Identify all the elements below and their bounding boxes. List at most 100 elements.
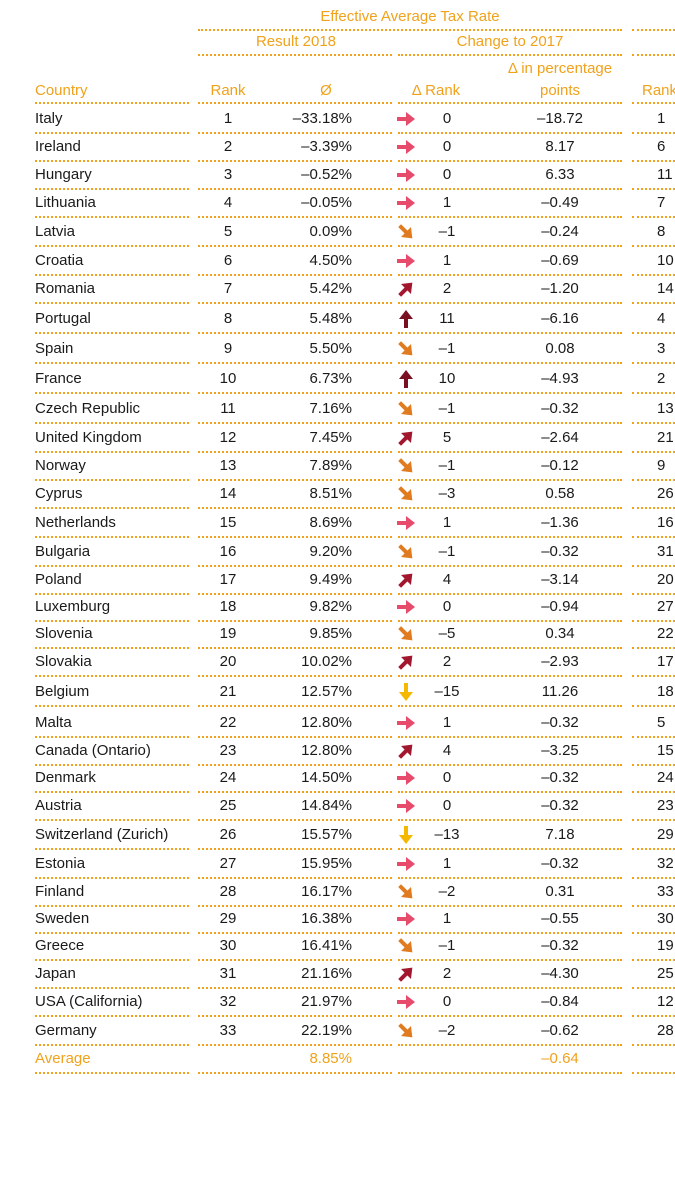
country-cell: Austria [35,797,82,814]
delta-pp-header-line1: Δ in percentage [507,60,613,77]
divider [35,536,189,538]
divider [35,1044,189,1046]
delta-rank-cell: 0 [442,769,452,786]
country-cell: Luxemburg [35,598,111,615]
country-cell: Slovenia [35,625,93,642]
divider [398,479,622,481]
country-cell: Denmark [35,769,96,786]
divider [35,905,189,907]
divider [632,877,675,879]
trend-right-arrow-icon [395,713,417,733]
divider [632,959,675,961]
delta-pp-cell: –2.64 [541,429,579,446]
rate-cell: 14.50% [301,769,352,786]
divider [398,1015,622,1017]
rank-next-cell: 14 [657,280,674,297]
rate-cell: 6.73% [309,370,352,387]
table-row: Croatia 6 4.50% 1 –0.69 10 [0,250,675,278]
rate-cell: 21.16% [301,965,352,982]
rank-cell: 3 [223,166,233,183]
rank-cell: 9 [223,340,233,357]
rank-next-cell: 31 [657,543,674,560]
divider [632,1015,675,1017]
divider [398,536,622,538]
divider [632,132,675,134]
divider [35,392,189,394]
country-cell: Germany [35,1022,97,1039]
divider [35,620,189,622]
divider [632,332,675,334]
table-row: Italy 1 –33.18% 0 –18.72 1 [0,108,675,136]
delta-rank-cell: 1 [442,714,452,731]
trend-down-right-arrow-icon [395,882,417,902]
table-row: Greece 30 16.41% –1 –0.32 19 [0,935,675,963]
rank-next-cell: 33 [657,883,674,900]
divider [35,362,189,364]
delta-pp-cell: –0.69 [541,252,579,269]
country-cell: Finland [35,883,85,900]
rank-next-cell: 5 [657,714,666,731]
divider [398,647,622,649]
delta-pp-cell: 7.18 [545,826,575,843]
delta-pp-cell: –0.62 [541,1022,579,1039]
delta-rank-cell: –1 [438,223,456,240]
delta-pp-cell: –0.49 [541,194,579,211]
delta-pp-cell: –0.94 [541,598,579,615]
divider [35,1015,189,1017]
rank-cell: 24 [219,769,237,786]
divider [35,877,189,879]
rank-cell: 21 [219,683,237,700]
divider [398,705,622,707]
divider [632,819,675,821]
rank-next-cell: 8 [657,223,666,240]
divider [198,332,392,334]
delta-rank-cell: 0 [442,110,452,127]
divider [35,565,189,567]
country-cell: Cyprus [35,485,83,502]
divider [198,736,392,738]
divider [632,507,675,509]
delta-pp-header-line2: points [539,82,581,99]
trend-up-arrow-icon [395,369,417,389]
rank-cell: 1 [223,110,233,127]
trend-down-right-arrow-icon [395,484,417,504]
delta-pp-cell: 0.31 [545,883,575,900]
country-cell: Belgium [35,683,90,700]
delta-pp-cell: 0.58 [545,485,575,502]
divider [35,791,189,793]
divider [35,959,189,961]
divider [632,451,675,453]
divider [398,932,622,934]
delta-pp-cell: –18.72 [537,110,583,127]
delta-rank-cell: 2 [442,280,452,297]
rate-cell: 8.51% [309,485,352,502]
divider [198,507,392,509]
table-title: Effective Average Tax Rate [320,8,500,25]
rate-cell: 9.82% [309,598,352,615]
divider [198,1044,392,1046]
table-row: Austria 25 14.84% 0 –0.32 23 [0,795,675,823]
rate-cell: 12.80% [301,714,352,731]
divider [198,877,392,879]
delta-pp-cell: –0.32 [541,937,579,954]
divider [198,565,392,567]
divider [198,216,392,218]
trend-right-arrow-icon [395,597,417,617]
divider [398,422,622,424]
table-row: Romania 7 5.42% 2 –1.20 14 [0,278,675,306]
rank-cell: 22 [219,714,237,731]
divider [35,1072,189,1074]
rate-cell: 9.49% [309,571,352,588]
divider [35,102,189,104]
rate-cell: 15.95% [301,855,352,872]
divider [632,302,675,304]
divider [398,392,622,394]
country-cell: Poland [35,571,82,588]
country-cell: Hungary [35,166,92,183]
delta-pp-cell: –1.20 [541,280,579,297]
table-row: Bulgaria 16 9.20% –1 –0.32 31 [0,541,675,569]
delta-rank-cell: 5 [442,429,452,446]
divider [398,905,622,907]
rank-cell: 7 [223,280,233,297]
